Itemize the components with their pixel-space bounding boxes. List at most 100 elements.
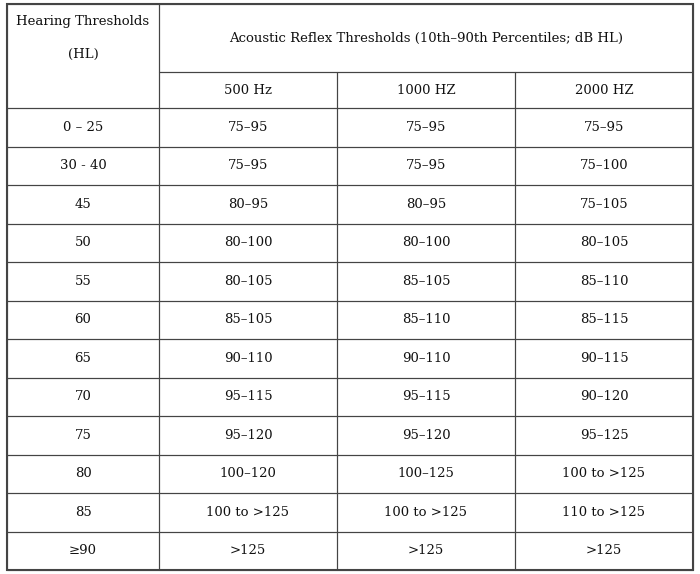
Text: 95–115: 95–115 <box>224 390 272 404</box>
Bar <box>159 416 337 455</box>
Text: 1000 HZ: 1000 HZ <box>397 83 455 96</box>
Bar <box>337 378 515 416</box>
Bar <box>337 339 515 378</box>
Bar <box>515 378 693 416</box>
Text: 55: 55 <box>75 275 92 288</box>
Bar <box>7 532 159 570</box>
Bar <box>337 108 515 146</box>
Bar <box>7 146 159 185</box>
Text: Acoustic Reflex Thresholds (10th–90th Percentiles; dB HL): Acoustic Reflex Thresholds (10th–90th Pe… <box>229 32 623 45</box>
Text: 100 to >125: 100 to >125 <box>206 506 290 519</box>
Bar <box>159 108 337 146</box>
Bar <box>515 262 693 301</box>
Text: >125: >125 <box>586 544 622 557</box>
Bar <box>515 301 693 339</box>
Bar <box>337 72 515 108</box>
Text: 75–95: 75–95 <box>228 121 268 134</box>
Text: 0 – 25: 0 – 25 <box>63 121 103 134</box>
Bar <box>337 416 515 455</box>
Text: 65: 65 <box>75 352 92 364</box>
Text: 100 to >125: 100 to >125 <box>563 467 645 480</box>
Bar <box>515 455 693 493</box>
Text: 110 to >125: 110 to >125 <box>563 506 645 519</box>
Bar <box>337 301 515 339</box>
Text: 90–115: 90–115 <box>580 352 629 364</box>
Text: 75–105: 75–105 <box>580 198 629 211</box>
Text: 75–100: 75–100 <box>580 159 629 172</box>
Text: >125: >125 <box>408 544 444 557</box>
Text: 85–110: 85–110 <box>402 313 450 326</box>
Text: 45: 45 <box>75 198 92 211</box>
Text: 75–95: 75–95 <box>584 121 624 134</box>
Bar <box>159 4 693 72</box>
Bar <box>159 532 337 570</box>
Bar <box>7 416 159 455</box>
Bar <box>159 455 337 493</box>
Bar <box>159 185 337 223</box>
Text: 80–105: 80–105 <box>224 275 272 288</box>
Text: 85: 85 <box>75 506 92 519</box>
Bar <box>159 301 337 339</box>
Bar <box>337 146 515 185</box>
Text: 85–115: 85–115 <box>580 313 629 326</box>
Text: 70: 70 <box>75 390 92 404</box>
Bar <box>7 455 159 493</box>
Text: 80–95: 80–95 <box>406 198 446 211</box>
Bar <box>7 223 159 262</box>
Bar <box>159 493 337 532</box>
Text: 85–110: 85–110 <box>580 275 629 288</box>
Text: 85–105: 85–105 <box>224 313 272 326</box>
Bar <box>337 262 515 301</box>
Bar <box>337 185 515 223</box>
Bar <box>159 146 337 185</box>
Text: 80–100: 80–100 <box>402 236 450 249</box>
Text: 80–100: 80–100 <box>224 236 272 249</box>
Text: >125: >125 <box>230 544 266 557</box>
Bar <box>337 223 515 262</box>
Bar <box>7 301 159 339</box>
Bar <box>515 416 693 455</box>
Text: 85–105: 85–105 <box>402 275 450 288</box>
Text: 100 to >125: 100 to >125 <box>384 506 468 519</box>
Text: 95–120: 95–120 <box>224 429 272 442</box>
Bar <box>7 4 159 108</box>
Bar <box>7 339 159 378</box>
Text: 30 - 40: 30 - 40 <box>60 159 106 172</box>
Text: Hearing Thresholds: Hearing Thresholds <box>16 15 150 29</box>
Text: (HL): (HL) <box>68 48 99 60</box>
Bar <box>515 185 693 223</box>
Text: 100–120: 100–120 <box>220 467 276 480</box>
Bar <box>515 493 693 532</box>
Text: 80–95: 80–95 <box>228 198 268 211</box>
Bar <box>515 532 693 570</box>
Text: 50: 50 <box>75 236 92 249</box>
Text: 95–125: 95–125 <box>580 429 629 442</box>
Text: 80–105: 80–105 <box>580 236 629 249</box>
Text: 95–120: 95–120 <box>402 429 450 442</box>
Text: 100–125: 100–125 <box>398 467 454 480</box>
Bar <box>159 262 337 301</box>
Bar <box>515 146 693 185</box>
Text: 90–110: 90–110 <box>402 352 450 364</box>
Text: 90–110: 90–110 <box>224 352 272 364</box>
Text: 60: 60 <box>75 313 92 326</box>
Bar <box>7 378 159 416</box>
Bar <box>337 493 515 532</box>
Bar <box>7 262 159 301</box>
Text: 75: 75 <box>75 429 92 442</box>
Bar <box>7 108 159 146</box>
Text: 75–95: 75–95 <box>406 159 446 172</box>
Bar <box>159 223 337 262</box>
Text: 80: 80 <box>75 467 92 480</box>
Bar <box>337 455 515 493</box>
Bar <box>7 185 159 223</box>
Bar <box>159 378 337 416</box>
Text: 75–95: 75–95 <box>228 159 268 172</box>
Text: 90–120: 90–120 <box>580 390 629 404</box>
Bar <box>7 493 159 532</box>
Bar <box>159 339 337 378</box>
Text: 75–95: 75–95 <box>406 121 446 134</box>
Text: 95–115: 95–115 <box>402 390 450 404</box>
Bar <box>515 108 693 146</box>
Bar <box>159 72 337 108</box>
